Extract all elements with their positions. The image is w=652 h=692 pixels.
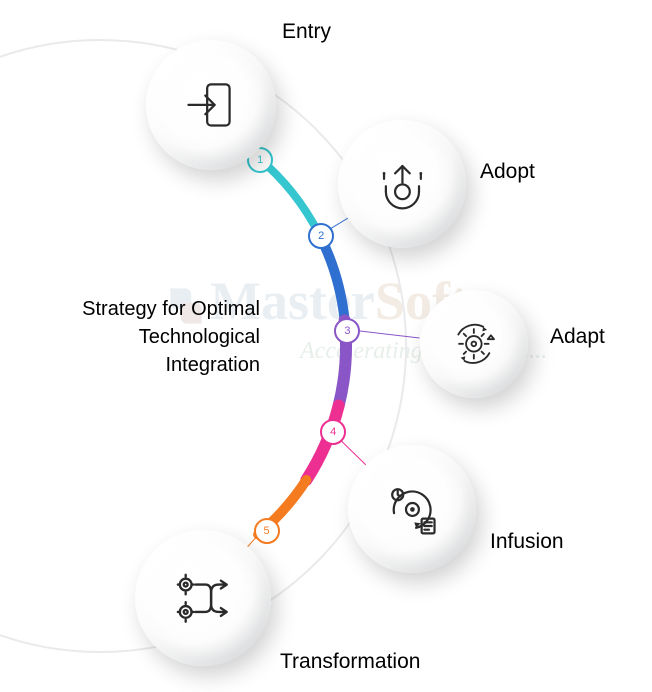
center-title-line2: Technological (139, 326, 260, 348)
arc-number-2: 2 (308, 223, 334, 249)
center-title-line3: Integration (165, 354, 260, 376)
node-label-adapt: Adapt (550, 325, 605, 349)
node-transformation (135, 530, 271, 666)
center-title: Strategy for Optimal Technological Integ… (30, 295, 260, 379)
node-infusion (348, 445, 476, 573)
diagram-canvas: MasterSoft Accelerating education.... 12… (0, 0, 652, 692)
center-title-line1: Strategy for Optimal (82, 298, 260, 320)
node-label-entry: Entry (282, 20, 331, 44)
transformation-icon (135, 530, 271, 666)
infusion-icon (348, 445, 476, 573)
adapt-icon (420, 290, 528, 398)
node-entry (146, 40, 276, 170)
node-adopt (338, 120, 466, 248)
node-label-adopt: Adopt (480, 160, 535, 184)
connector-adapt (356, 330, 420, 339)
node-label-infusion: Infusion (490, 530, 564, 554)
node-label-transformation: Transformation (280, 650, 420, 674)
node-adapt (420, 290, 528, 398)
adopt-icon (338, 120, 466, 248)
entry-icon (146, 40, 276, 170)
arc-number-3: 3 (334, 318, 360, 344)
